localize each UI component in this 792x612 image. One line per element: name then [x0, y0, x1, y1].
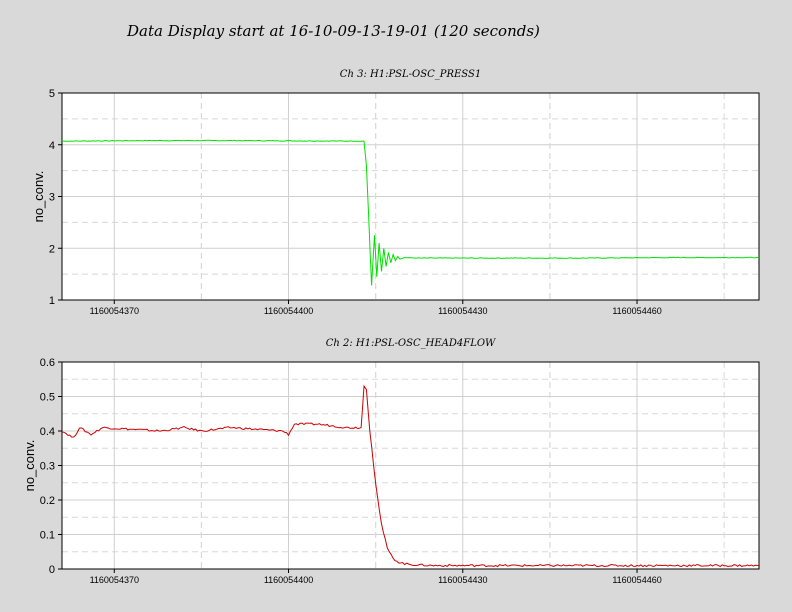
y-tick-label: 4 — [49, 140, 55, 152]
y-tick-label: 3 — [49, 192, 55, 204]
plot-frame — [61, 361, 760, 570]
x-tick-label: 1160054430 — [438, 575, 487, 585]
chart-title-ch2: Ch 2: H1:PSL-OSC_HEAD4FLOW — [325, 338, 496, 349]
y-tick-label: 0.5 — [40, 392, 55, 404]
y-tick-label: 5 — [49, 88, 55, 100]
series-line — [62, 384, 759, 568]
chart-title-ch3: Ch 3: H1:PSL-OSC_PRESS1 — [339, 69, 482, 80]
x-tick-label: 1160054370 — [90, 306, 139, 316]
x-tick-label: 1160054400 — [264, 575, 313, 585]
chart-ch3-press1: 1 2 3 4 5 1160054370 1160054400 1160054430 11600… — [31, 88, 760, 316]
y-axis-label: no_conv. — [31, 171, 46, 223]
y-tick-label: 0.4 — [40, 426, 55, 438]
y-tick-label: 0 — [49, 564, 55, 576]
x-tick-label: 1160054460 — [612, 306, 661, 316]
x-tick-label: 1160054370 — [90, 575, 139, 585]
x-tick-label: 1160054460 — [612, 575, 661, 585]
y-tick-label: 0.2 — [40, 495, 55, 507]
display-title: Data Display start at 16-10-09-13-19-01 … — [127, 22, 540, 40]
y-tick-label: 0.3 — [40, 461, 55, 473]
y-tick-label: 0.1 — [40, 530, 55, 542]
y-axis-label: no_conv. — [22, 440, 37, 492]
x-tick-label: 1160054430 — [438, 306, 487, 316]
y-tick-label: 2 — [49, 243, 55, 255]
plot-frame — [61, 92, 760, 301]
y-tick-label: 1 — [49, 295, 55, 307]
y-tick-label: 0.6 — [40, 357, 55, 369]
x-tick-label: 1160054400 — [264, 306, 313, 316]
series-line — [62, 139, 759, 286]
